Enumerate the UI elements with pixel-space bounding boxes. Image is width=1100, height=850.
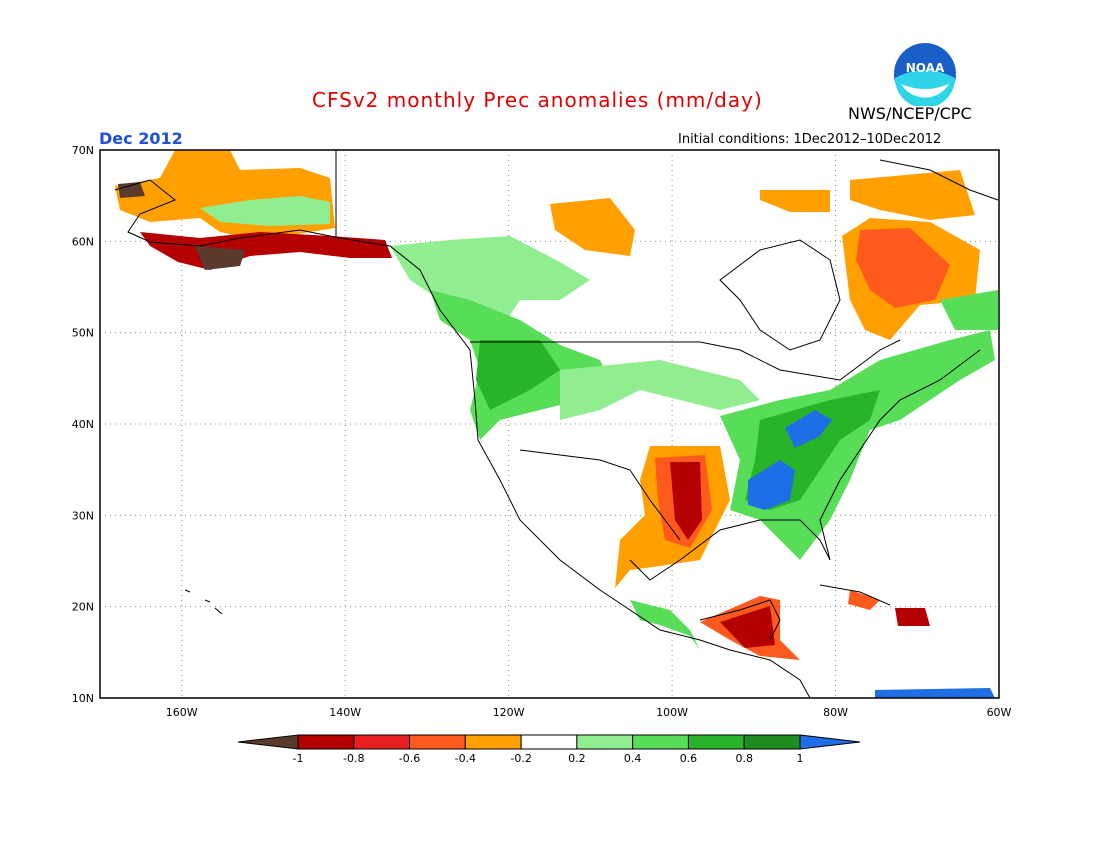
anomaly-caribbean xyxy=(848,590,880,610)
legend-swatch xyxy=(576,734,634,750)
legend-label: 0.2 xyxy=(568,752,586,765)
lat-tick-label: 70N xyxy=(72,144,94,157)
chart-title: CFSv2 monthly Prec anomalies (mm/day) xyxy=(312,88,763,112)
initial-conditions: Initial conditions: 1Dec2012–10Dec2012 xyxy=(678,132,942,147)
legend-swatch xyxy=(687,734,745,750)
lat-tick-label: 10N xyxy=(72,692,94,705)
legend-label: -0.2 xyxy=(510,752,531,765)
legend-label: -0.4 xyxy=(455,752,476,765)
anomaly-texas-darkred xyxy=(670,462,702,540)
lat-tick-label: 30N xyxy=(72,509,94,522)
yucatan xyxy=(699,599,781,641)
legend-label: -0.6 xyxy=(399,752,420,765)
legend-swatch xyxy=(409,734,466,750)
map-frame xyxy=(99,149,1000,699)
anomaly-alaska-brown-2 xyxy=(118,182,145,198)
legend-swatch xyxy=(353,734,411,750)
gulf-coast xyxy=(629,349,981,581)
lat-tick-label: 20N xyxy=(72,601,94,614)
anomaly-south-america xyxy=(875,688,995,698)
cuba xyxy=(819,584,891,606)
lat-tick-label: 40N xyxy=(72,418,94,431)
noaa-logo-icon: NOAA xyxy=(894,43,956,106)
lat-tick-label: 60N xyxy=(72,235,94,248)
anomaly-alaska-north xyxy=(115,150,335,240)
anomaly-canada-west-green xyxy=(390,236,590,330)
logo-text: NOAA xyxy=(906,61,945,75)
anomaly-canada-archipelago xyxy=(550,198,635,256)
us-canada-border xyxy=(470,339,901,381)
anomaly-quebec-core xyxy=(856,228,950,308)
anomaly-central-america-core xyxy=(720,606,775,648)
lon-tick-label: 140W xyxy=(329,706,361,719)
anomaly-pnw-core xyxy=(476,340,560,410)
hudson-bay xyxy=(719,239,841,351)
legend-label: 1 xyxy=(797,752,804,765)
color-legend: -1 -0.8 -0.6 -0.4 -0.2 0.2 0.4 0.6 0.8 1 xyxy=(238,734,861,765)
legend-swatch xyxy=(297,734,355,750)
us-mexico-border xyxy=(519,449,681,541)
anomaly-lower-mississippi xyxy=(748,460,795,510)
axis-ticks: 160W 140W 120W 100W 80W 60W 70N 60N 50N 40N 30N 20N… xyxy=(72,144,1012,719)
legend-arrow-low xyxy=(238,734,299,750)
lon-tick-label: 120W xyxy=(493,706,525,719)
anomaly-baffin-2 xyxy=(760,190,830,212)
lon-tick-label: 100W xyxy=(656,706,688,719)
legend-label: 0.8 xyxy=(735,752,753,765)
alaska-coast xyxy=(114,179,441,311)
anomaly-northern-plains xyxy=(560,360,760,420)
anomaly-maritimes xyxy=(940,290,998,330)
lon-tick-label: 160W xyxy=(166,706,198,719)
anomaly-mexico-green xyxy=(630,600,700,650)
legend-label: -0.8 xyxy=(343,752,364,765)
legend-swatch xyxy=(743,734,801,750)
legend-label: -1 xyxy=(293,752,304,765)
greenland-coast xyxy=(879,159,999,201)
west-coast xyxy=(439,309,811,699)
anomaly-alaska-brown xyxy=(195,246,245,270)
hawaii xyxy=(184,589,223,615)
anomaly-baffin xyxy=(850,170,975,220)
legend-swatch xyxy=(520,734,578,750)
anomaly-alaska-green xyxy=(200,196,330,226)
legend-swatch xyxy=(464,734,522,750)
legend-label: 0.4 xyxy=(624,752,642,765)
legend-swatch xyxy=(632,734,689,750)
legend-label: 0.6 xyxy=(680,752,698,765)
forecast-period: Dec 2012 xyxy=(99,129,183,148)
anomaly-alaska-south-coast xyxy=(140,232,392,270)
legend-labels: -1 -0.8 -0.6 -0.4 -0.2 0.2 0.4 0.6 0.8 1 xyxy=(293,752,804,765)
anomaly-field-layer xyxy=(115,150,998,698)
lon-tick-label: 80W xyxy=(823,706,848,719)
lat-tick-label: 50N xyxy=(72,327,94,340)
agency-label: NWS/NCEP/CPC xyxy=(848,104,972,123)
anomaly-hispaniola xyxy=(895,608,930,626)
legend-bar xyxy=(238,734,861,750)
lon-tick-label: 60W xyxy=(987,706,1012,719)
anomaly-ohio-valley xyxy=(785,410,832,448)
coastlines xyxy=(114,150,999,699)
legend-arrow-high xyxy=(799,734,861,750)
